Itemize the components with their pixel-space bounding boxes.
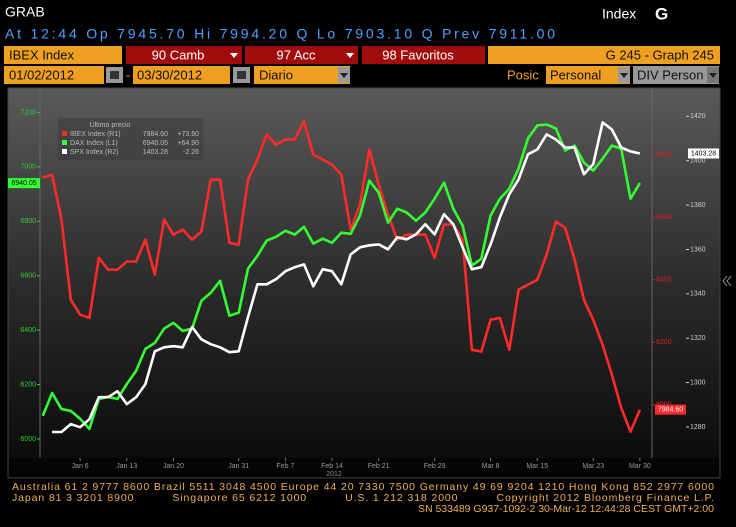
y-tick-label: 6600 [20,273,36,280]
date-box[interactable] [4,66,104,84]
security-box[interactable] [4,46,122,64]
position-box[interactable] [546,66,630,84]
calendar-glyph [237,71,246,79]
currency[interactable]: DIV Person [637,67,703,82]
series-line [41,123,642,431]
button[interactable] [362,46,485,64]
dropdown-arrow [709,73,717,78]
footer-line: Australia 61 2 9777 8600 Brazil 5511 304… [12,481,714,493]
x-tick-label: Jan 6 [72,463,89,470]
x-tick-label: Jan 31 [228,463,249,470]
last-value-label: 6940.05 [11,180,36,187]
y-tick-label: 1400 [690,158,706,165]
y-tick-label: 1320 [690,335,706,342]
dropdown-arrow[interactable] [346,53,354,58]
x-tick-label: Feb 7 [276,463,294,470]
screen-id: G 245 - Graph 245 [606,47,714,62]
date-box[interactable] [133,66,230,84]
y-tick-label: 1360 [690,246,706,253]
y-tick-label: 6200 [20,381,36,388]
screen-title: GRAB [5,4,45,20]
security[interactable]: IBEX Index [9,47,75,62]
start-date[interactable]: 01/02/2012 [9,67,74,82]
x-tick-label: Jan 13 [116,463,137,470]
x-tick-label: Mar 23 [582,463,604,470]
y-tick-label: 7200 [20,109,36,116]
chart-frame [7,87,721,479]
legend-name: DAX Index (L1) [70,140,118,147]
y-tick-label: 1420 [690,113,706,120]
legend-swatch [62,140,67,145]
y-tick-label: 7000 [20,164,36,171]
x-tick-label: Mar 30 [629,463,651,470]
button-label[interactable]: 98 Favoritos [382,47,454,62]
legend-last: 6940.05 [143,140,168,147]
last-value-tag [688,148,719,159]
y-tick-label: 6800 [20,218,36,225]
currency-box[interactable] [633,66,719,84]
button-label[interactable]: 97 Acc [276,47,316,62]
dropdown-arrow [340,73,348,78]
year-label: 2012 [326,471,342,478]
x-tick-label: Mar 15 [526,463,548,470]
footer-line: SN 533489 G937-1092-2 30-Mar-12 12:44:28… [418,503,714,515]
quote-line: At 12:44 Op 7945.70 Hi 7994.20 Q Lo 7903… [5,26,555,42]
last-value-tag [8,178,40,189]
legend-box [58,118,203,160]
button[interactable] [126,46,242,64]
position-label: Posic [507,67,539,82]
y-tick-label: 8400 [656,277,672,284]
screen-bar [488,46,720,64]
date-separator: - [126,67,130,82]
legend-last: 1403.28 [143,149,168,156]
x-axis-band [8,458,720,478]
dropdown-arrow [620,73,628,78]
x-tick-label: Feb 21 [368,463,390,470]
y-tick-label: 6400 [20,327,36,334]
dropdown-arrow[interactable] [230,53,238,58]
x-tick-label: Mar 8 [482,463,500,470]
end-date[interactable]: 03/30/2012 [137,67,202,82]
series-line [42,120,642,433]
period[interactable]: Diario [259,67,293,82]
y-tick-label: 8200 [656,339,672,346]
screen-name: Index [602,6,636,22]
legend-change: -2.26 [183,149,199,156]
y-tick-label: 1300 [690,379,706,386]
series-line [52,121,641,434]
button-label[interactable]: 90 Camb [152,47,205,62]
legend-change: +73.60 [177,131,199,138]
legend-name: IBEX Index (R1) [70,131,121,138]
y-tick-label: 8600 [656,214,672,221]
y-tick-label: 6000 [20,436,36,443]
legend-change: +64.90 [177,140,199,147]
last-value-tag [655,404,686,415]
button[interactable] [245,46,358,64]
x-tick-label: Feb 14 [321,463,343,470]
period-box[interactable] [254,66,350,84]
y-tick-label: 1380 [690,202,706,209]
y-tick-label: 1340 [690,291,706,298]
calendar-glyph [110,71,119,79]
legend-swatch [62,149,67,154]
last-value-label: 1403.28 [691,150,716,157]
x-tick-label: Feb 29 [424,463,446,470]
x-tick-label: Jan 20 [163,463,184,470]
y-tick-label: 8800 [656,151,672,158]
collapse-icon[interactable] [722,275,728,287]
y-tick-label: 1280 [690,424,706,431]
legend-last: 7984.60 [143,131,168,138]
collapse-icon[interactable] [726,275,732,287]
last-value-label: 7984.60 [658,406,683,413]
legend-swatch [62,131,67,136]
legend-title: Último precio [90,120,131,129]
legend-name: SPX Index (R2) [70,149,119,156]
footer-line: Japan 81 3 3201 8900 Singapore 65 6212 1… [12,492,714,504]
screen-key: G [655,4,668,23]
position[interactable]: Personal [550,67,601,82]
